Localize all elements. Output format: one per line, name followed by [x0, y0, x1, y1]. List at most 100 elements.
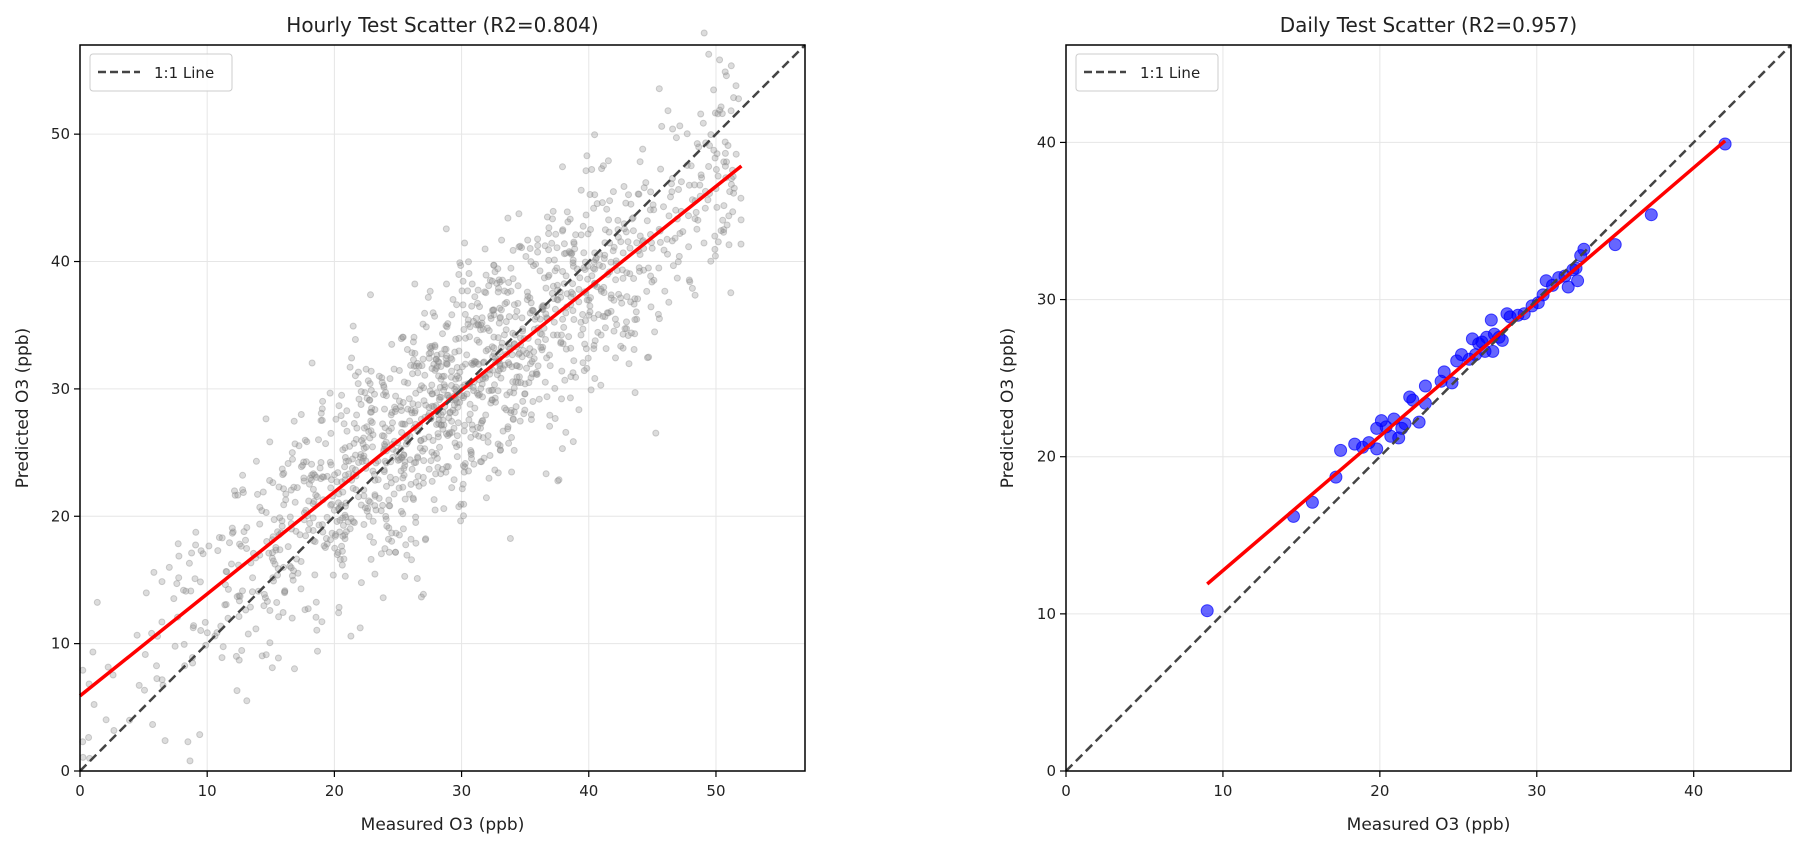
daily-data-point [1437, 365, 1451, 379]
hourly-data-point [363, 423, 371, 431]
hourly-data-point [466, 323, 474, 331]
hourly-data-point [318, 416, 326, 424]
hourly-data-point [569, 290, 577, 298]
hourly-data-point [400, 451, 408, 459]
hourly-data-point [391, 403, 399, 411]
hourly-data-point [158, 578, 166, 586]
hourly-data-point [563, 290, 571, 298]
hourly-data-point [361, 389, 369, 397]
daily-data-point [1608, 238, 1622, 252]
hourly-data-point [439, 425, 447, 433]
hourly-data-point [529, 398, 537, 405]
hourly-data-point [476, 391, 483, 398]
hourly-data-point [592, 256, 599, 264]
hourly-data-point [433, 421, 441, 428]
hourly-data-point [685, 276, 693, 284]
hourly-data-point [600, 289, 608, 297]
hourly-data-point [458, 392, 466, 400]
hourly-y-tick-label: 50 [51, 125, 70, 143]
hourly-data-point [580, 249, 588, 257]
hourly-data-point [721, 162, 729, 170]
hourly-data-point [505, 361, 513, 368]
hourly-data-point [235, 656, 243, 664]
daily-y-tick-label: 40 [1037, 133, 1056, 151]
hourly-data-point [190, 622, 198, 630]
hourly-data-point [534, 338, 542, 346]
hourly-data-point [534, 242, 542, 249]
hourly-data-point [484, 345, 492, 353]
hourly-data-point [331, 532, 339, 540]
hourly-data-point [567, 373, 575, 381]
hourly-data-point [580, 367, 588, 375]
hourly-data-point [323, 513, 331, 521]
hourly-data-point [475, 338, 483, 346]
hourly-data-point [599, 162, 607, 170]
hourly-data-point [514, 299, 522, 307]
hourly-data-point [607, 307, 615, 315]
hourly-data-point [317, 417, 325, 424]
hourly-data-point [466, 410, 474, 418]
hourly-data-point [109, 671, 117, 679]
hourly-x-tick-label: 10 [198, 782, 217, 800]
hourly-data-point [454, 403, 462, 411]
hourly-data-point [284, 460, 292, 467]
hourly-data-point [357, 501, 365, 509]
hourly-data-point [468, 455, 475, 462]
hourly-data-point [369, 467, 377, 475]
hourly-data-point [367, 427, 375, 435]
hourly-data-point [429, 390, 436, 398]
hourly-data-point [591, 131, 599, 139]
hourly-data-point [425, 465, 433, 473]
hourly-data-point [433, 351, 441, 359]
hourly-data-point [597, 285, 605, 293]
hourly-data-point [357, 388, 365, 396]
hourly-data-point [618, 299, 626, 307]
hourly-data-point [444, 320, 452, 328]
hourly-data-point [607, 291, 615, 299]
hourly-data-point [498, 276, 506, 284]
hourly-data-point [233, 687, 241, 695]
hourly-data-point [349, 455, 356, 463]
hourly-data-point [453, 432, 461, 440]
hourly-data-point [485, 282, 493, 290]
hourly-data-point [234, 491, 242, 499]
hourly-data-point [597, 287, 605, 295]
hourly-data-point [451, 385, 459, 393]
hourly-data-point [496, 304, 504, 312]
hourly-data-point [569, 369, 577, 377]
hourly-data-point [569, 259, 577, 267]
hourly-data-point [416, 386, 424, 394]
hourly-data-point [294, 569, 302, 577]
hourly-data-point [428, 477, 436, 485]
hourly-data-point [430, 403, 438, 411]
hourly-data-point [450, 401, 458, 409]
hourly-data-point [448, 311, 456, 319]
hourly-data-point [437, 421, 445, 429]
hourly-data-point [617, 238, 625, 246]
hourly-data-point [437, 375, 445, 383]
hourly-data-point [488, 396, 496, 404]
hourly-data-point [632, 308, 640, 316]
hourly-data-point [713, 203, 721, 211]
hourly-data-point [426, 343, 434, 351]
hourly-data-point [153, 662, 160, 670]
hourly-data-point [332, 415, 340, 423]
hourly-data-point [252, 625, 260, 633]
hourly-data-point [629, 227, 637, 235]
hourly-data-point [581, 317, 589, 325]
hourly-data-point [360, 521, 368, 528]
hourly-data-point [173, 580, 181, 588]
hourly-data-point [599, 312, 607, 320]
hourly-data-point [529, 307, 537, 315]
hourly-data-point [360, 434, 368, 442]
hourly-data-point [346, 525, 354, 533]
hourly-data-point [506, 535, 514, 542]
hourly-data-point [335, 603, 343, 611]
daily-x-axis-label: Measured O3 (ppb) [1347, 815, 1511, 835]
hourly-x-tick-label: 40 [579, 782, 598, 800]
hourly-data-point [528, 358, 536, 365]
hourly-data-point [380, 383, 388, 391]
hourly-data-point [326, 389, 334, 397]
hourly-data-point [161, 737, 169, 745]
daily-x-tick-label: 40 [1684, 782, 1703, 800]
